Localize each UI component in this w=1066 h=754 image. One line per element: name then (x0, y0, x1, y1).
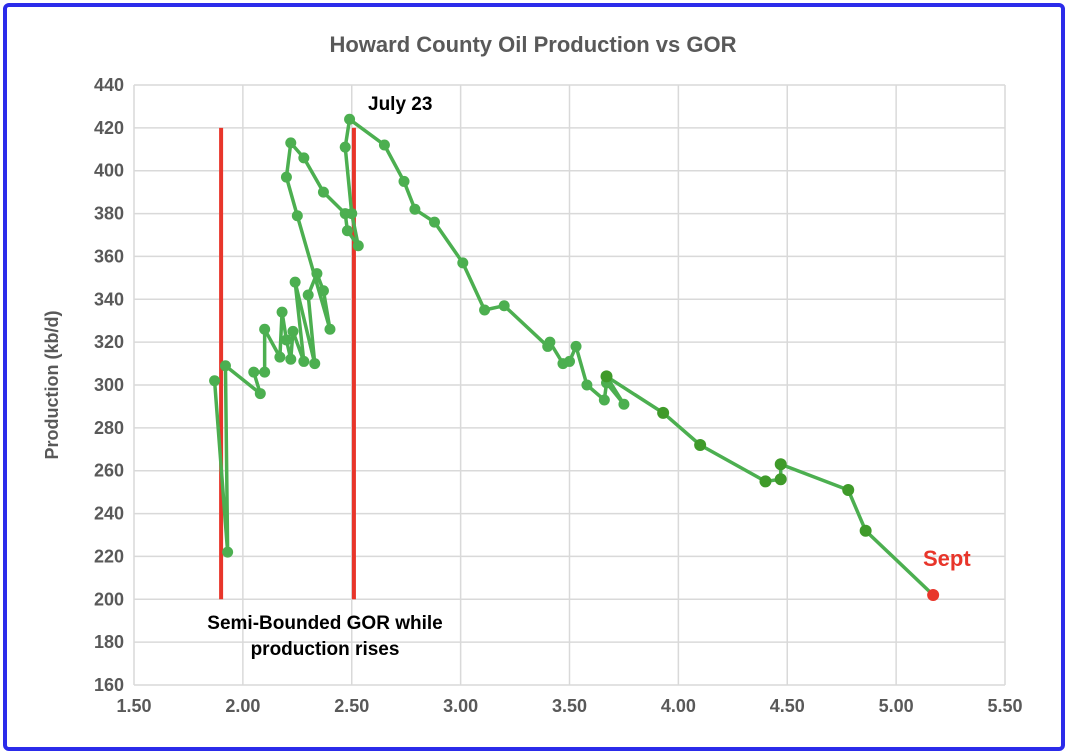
annotation-july-23: July 23 (368, 94, 432, 115)
y-tick-label: 260 (94, 461, 124, 481)
data-point (298, 152, 310, 164)
data-point (842, 484, 855, 496)
data-point (457, 257, 469, 269)
data-point (280, 334, 292, 346)
x-tick-label: 5.00 (879, 696, 914, 716)
x-tick-label: 4.00 (661, 696, 696, 716)
data-point (254, 388, 266, 400)
y-tick-label: 380 (94, 204, 124, 224)
data-point (317, 186, 329, 198)
y-tick-label: 360 (94, 246, 124, 266)
data-point (324, 323, 336, 335)
data-point (344, 113, 356, 125)
data-point (774, 473, 787, 486)
y-tick-label: 240 (94, 504, 124, 524)
data-point (309, 358, 321, 370)
data-point (657, 406, 670, 419)
y-tick-label: 280 (94, 418, 124, 438)
y-tick-label: 160 (94, 675, 124, 695)
chart-title: Howard County Oil Production vs GOR (329, 32, 736, 57)
data-point (289, 276, 301, 288)
data-point (317, 285, 329, 297)
x-tick-label: 1.50 (116, 696, 151, 716)
x-tick-label: 3.50 (552, 696, 587, 716)
data-point (581, 379, 593, 391)
data-point (302, 289, 314, 301)
x-tick-label: 3.00 (443, 696, 478, 716)
data-point (479, 304, 491, 316)
data-point (927, 589, 940, 601)
data-point (428, 216, 440, 228)
data-point (694, 439, 707, 451)
data-point (222, 546, 234, 558)
x-tick-label: 2.00 (225, 696, 260, 716)
data-point (339, 141, 351, 153)
data-point (600, 370, 613, 383)
data-point (259, 323, 271, 335)
data-point (287, 325, 299, 337)
data-point (219, 360, 231, 372)
data-point (598, 394, 610, 406)
data-point (759, 475, 772, 488)
y-tick-label: 220 (94, 546, 124, 566)
data-point (352, 240, 364, 252)
data-point (378, 139, 390, 151)
data-point (280, 171, 292, 183)
y-tick-label: 340 (94, 289, 124, 309)
x-tick-label: 5.50 (987, 696, 1022, 716)
y-axis-label: Production (kb/d) (42, 311, 62, 460)
data-point (298, 355, 310, 367)
y-tick-label: 180 (94, 632, 124, 652)
data-point (291, 210, 303, 222)
data-point (774, 458, 787, 471)
data-point (859, 524, 872, 537)
data-point (285, 137, 297, 149)
data-point (341, 225, 353, 237)
data-point (259, 366, 271, 378)
y-tick-label: 420 (94, 118, 124, 138)
data-point (544, 336, 556, 348)
data-point (498, 300, 510, 312)
data-point (274, 351, 286, 363)
data-point (564, 355, 575, 367)
data-point (248, 366, 260, 378)
data-point (398, 175, 410, 187)
y-tick-label: 400 (94, 161, 124, 181)
y-tick-label: 200 (94, 589, 124, 609)
data-point (409, 203, 421, 215)
data-point (618, 398, 630, 410)
data-point (276, 306, 288, 318)
annotation-sept: Sept (923, 546, 971, 571)
data-point (346, 208, 358, 220)
x-tick-label: 4.50 (770, 696, 805, 716)
annotation-semi-bounded-1: Semi-Bounded GOR while (207, 613, 442, 634)
annotation-semi-bounded-2: production rises (251, 639, 400, 660)
y-tick-label: 320 (94, 332, 124, 352)
y-tick-label: 300 (94, 375, 124, 395)
data-point (311, 268, 323, 280)
data-point (570, 340, 582, 352)
data-point (209, 375, 221, 387)
x-tick-label: 2.50 (334, 696, 369, 716)
y-tick-label: 440 (94, 75, 124, 95)
data-point (285, 353, 297, 365)
